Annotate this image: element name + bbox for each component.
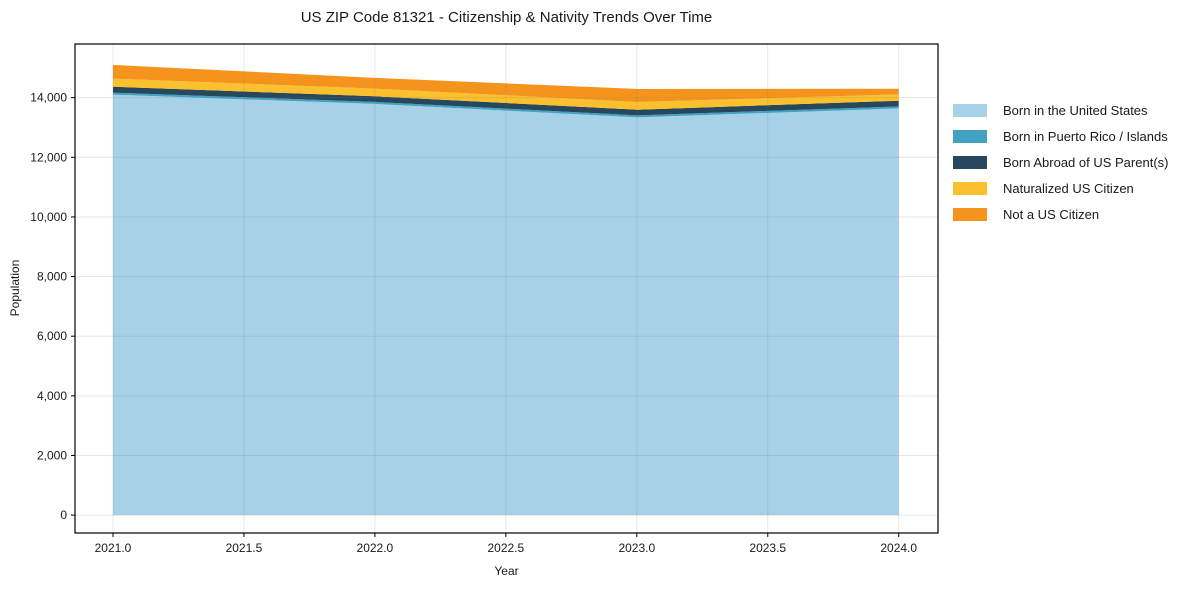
area-band-2: [112, 86, 899, 116]
y-tick-label: 12,000: [30, 150, 67, 164]
x-tick-label: 2022.5: [487, 541, 524, 555]
legend-label: Born in Puerto Rico / Islands: [1003, 129, 1168, 144]
legend: Born in the United States Born in Puerto …: [953, 103, 1168, 222]
y-tick-label: 8,000: [37, 270, 67, 284]
legend-item-4: Not a US Citizen: [953, 207, 1168, 222]
x-tick-label: 2021.5: [226, 541, 263, 555]
x-tick-label: 2023.0: [618, 541, 655, 555]
x-axis: 2021.0 2021.5 2022.0 2022.5 2023.0 2023.5 2024…: [95, 533, 917, 555]
legend-label: Born Abroad of US Parent(s): [1003, 155, 1169, 170]
legend-item-0: Born in the United States: [953, 103, 1168, 118]
area-band-0: [112, 94, 899, 516]
plot-frame: [74, 43, 939, 534]
y-tick-label: 0: [60, 508, 67, 522]
x-tick-label: 2022.0: [357, 541, 394, 555]
legend-swatch-icon: [953, 182, 987, 195]
stacked-areas: [112, 64, 899, 516]
y-tick-label: 4,000: [37, 389, 67, 403]
y-axis: 0 2,000 4,000 6,000 8,000 10,000 12,000 14,000: [30, 91, 75, 522]
area-band-4: [112, 64, 899, 102]
legend-swatch-icon: [953, 156, 987, 169]
legend-swatch-icon: [953, 104, 987, 117]
x-tick-label: 2021.0: [95, 541, 132, 555]
legend-item-2: Born Abroad of US Parent(s): [953, 155, 1168, 170]
y-tick-label: 6,000: [37, 329, 67, 343]
x-axis-label: Year: [494, 564, 519, 578]
y-tick-label: 10,000: [30, 210, 67, 224]
legend-label: Born in the United States: [1003, 103, 1148, 118]
legend-item-3: Naturalized US Citizen: [953, 181, 1168, 196]
y-axis-label: Population: [8, 259, 22, 317]
y-tick-label: 14,000: [30, 91, 67, 105]
y-tick-label: 2,000: [37, 448, 67, 462]
legend-label: Not a US Citizen: [1003, 207, 1100, 222]
legend-label: Naturalized US Citizen: [1003, 181, 1134, 196]
area-band-3: [112, 78, 899, 110]
x-tick-label: 2024.0: [880, 541, 917, 555]
gridlines: [75, 44, 938, 533]
x-tick-label: 2023.5: [749, 541, 786, 555]
legend-swatch-icon: [953, 208, 987, 221]
chart-title: US ZIP Code 81321 - Citizenship & Nativi…: [300, 9, 713, 26]
legend-item-1: Born in Puerto Rico / Islands: [953, 129, 1168, 144]
legend-swatch-icon: [953, 130, 987, 143]
